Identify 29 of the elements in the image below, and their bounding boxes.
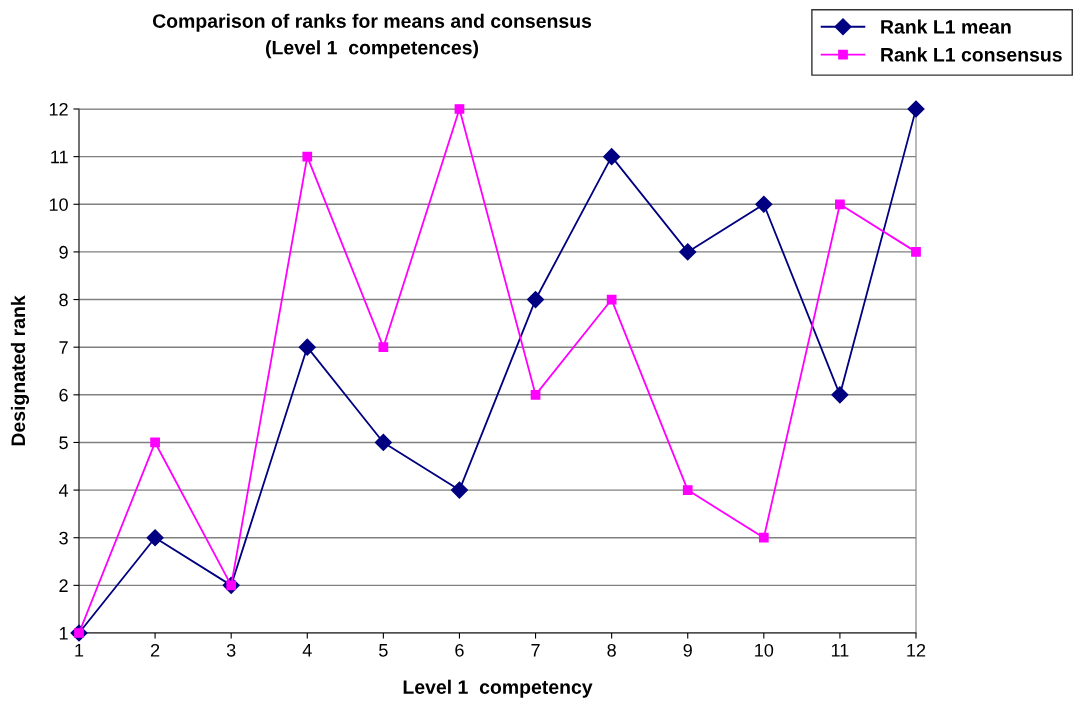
y-tick-label: 10 (49, 198, 68, 211)
y-tick-label: 3 (59, 531, 68, 545)
y-tick-label: 7 (59, 341, 68, 354)
y-tick-label: 8 (59, 293, 68, 307)
x-tick-label: 2 (150, 643, 160, 657)
y-tick-label: 2 (59, 579, 68, 592)
y-tick-label: 5 (59, 436, 68, 450)
x-axis-title: Level 1 competency (403, 679, 593, 698)
legend-label: Rank L1 consensus (881, 47, 1062, 62)
x-tick-label: 1 (75, 644, 84, 657)
x-tick-label: 6 (455, 643, 464, 657)
x-tick-label: 10 (755, 643, 774, 657)
x-tick-label: 5 (379, 644, 388, 657)
x-tick-label: 3 (226, 643, 236, 657)
x-tick-label: 7 (531, 644, 540, 657)
x-tick-label: 9 (683, 643, 692, 657)
x-tick-label: 12 (907, 643, 926, 657)
y-tick-label: 1 (59, 627, 68, 640)
legend-label: Rank L1 mean (881, 19, 1011, 34)
y-tick-label: 12 (49, 102, 68, 116)
x-tick-label: 4 (302, 644, 312, 657)
y-tick-label: 11 (51, 150, 68, 164)
x-tick-label: 8 (607, 643, 616, 657)
y-tick-label: 9 (59, 245, 68, 259)
y-tick-label: 4 (58, 484, 69, 497)
y-axis-title: Designated rank (10, 295, 30, 446)
y-tick-label: 6 (59, 388, 68, 402)
chart-title: Comparison of ranks for means and consensus (Level 1 competences) (152, 13, 592, 59)
x-tick-label: 11 (831, 644, 849, 657)
